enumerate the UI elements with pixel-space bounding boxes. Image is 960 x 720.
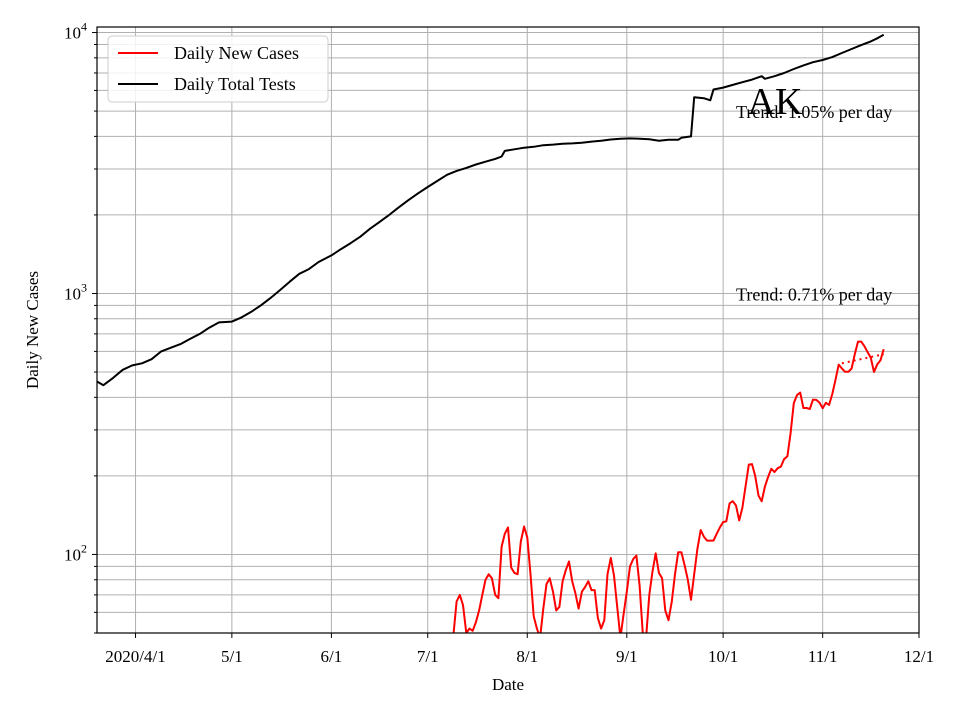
chart-title: AK xyxy=(748,81,803,123)
x-tick-label: 11/1 xyxy=(808,647,838,666)
trend-annotation: Trend: 0.71% per day xyxy=(736,284,892,304)
x-tick-label: 12/1 xyxy=(904,647,934,666)
y-tick-label: 102 xyxy=(64,541,87,564)
x-tick-label: 10/1 xyxy=(708,647,738,666)
legend-label-daily-total-tests: Daily Total Tests xyxy=(174,74,296,94)
x-tick-label: 7/1 xyxy=(417,647,439,666)
series-group xyxy=(97,33,885,633)
y-tick-label: 104 xyxy=(64,20,87,43)
x-axis-label: Date xyxy=(492,675,524,694)
y-axis-label: Daily New Cases xyxy=(23,271,42,389)
x-tick-label: 9/1 xyxy=(616,647,638,666)
x-tick-label: 2020/4/1 xyxy=(105,647,165,666)
series-line-daily-new-cases xyxy=(452,340,885,633)
axis-ticks: 2020/4/1 5/1 6/1 7/1 8/1 9/1 10/1 11/1 12/1 102 10… xyxy=(64,20,934,666)
grid xyxy=(97,27,920,634)
plot-frame xyxy=(96,26,920,634)
trend-line xyxy=(841,353,884,365)
x-tick-label: 8/1 xyxy=(516,647,538,666)
annotations: Trend: 1.05% per day Trend: 0.71% per day xyxy=(736,102,892,304)
x-tick-label: 5/1 xyxy=(221,647,243,666)
legend-label-daily-new-cases: Daily New Cases xyxy=(174,43,299,63)
x-tick-label: 6/1 xyxy=(321,647,343,666)
y-tick-label: 103 xyxy=(64,280,87,303)
trend-annotation: Trend: 1.05% per day xyxy=(736,102,892,122)
series-line-daily-total-tests xyxy=(97,33,885,387)
legend: Daily New Cases Daily Total Tests xyxy=(107,35,329,103)
legend-box xyxy=(107,35,329,103)
